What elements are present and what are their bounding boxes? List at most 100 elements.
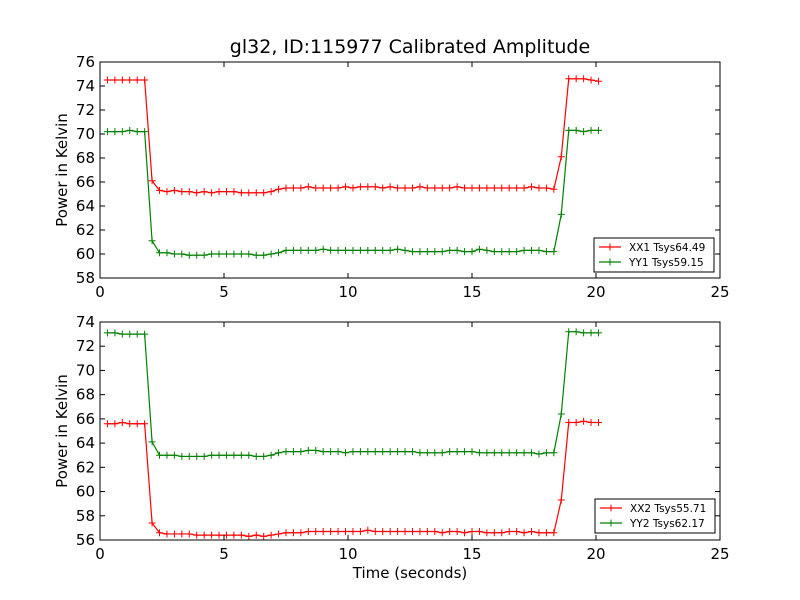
y-tick-label: 56 xyxy=(76,531,95,549)
legend-marker xyxy=(606,243,614,251)
data-point xyxy=(587,419,595,427)
data-point xyxy=(170,451,178,459)
data-point xyxy=(371,448,379,456)
data-point xyxy=(178,250,186,258)
data-point xyxy=(170,250,178,258)
legend-entry: YY1 Tsys59.15 xyxy=(599,257,704,269)
data-point xyxy=(215,451,223,459)
y-tick-label: 62 xyxy=(76,221,95,239)
data-point xyxy=(379,528,387,536)
data-point xyxy=(528,246,536,254)
data-point xyxy=(594,419,602,427)
data-point xyxy=(133,420,141,428)
data-point xyxy=(528,449,536,457)
series-2 xyxy=(103,328,602,460)
data-point xyxy=(505,184,513,192)
data-point xyxy=(334,448,342,456)
data-point xyxy=(446,528,454,536)
data-point xyxy=(364,448,372,456)
data-point xyxy=(513,528,521,536)
data-point xyxy=(111,128,119,136)
data-point xyxy=(349,528,357,536)
data-point xyxy=(356,246,364,254)
series-line xyxy=(107,78,599,194)
data-point xyxy=(297,184,305,192)
data-point xyxy=(371,246,379,254)
series-1 xyxy=(103,75,602,197)
data-point xyxy=(289,448,297,456)
data-point xyxy=(260,452,268,460)
data-point xyxy=(126,420,134,428)
data-point xyxy=(237,250,245,258)
data-point xyxy=(245,189,253,197)
data-point xyxy=(297,246,305,254)
data-point xyxy=(423,528,431,536)
data-point xyxy=(461,184,469,192)
data-point xyxy=(237,451,245,459)
plot-frame xyxy=(99,321,721,541)
data-point xyxy=(185,530,193,538)
data-point xyxy=(356,448,364,456)
data-point xyxy=(245,532,253,540)
data-point xyxy=(394,448,402,456)
data-point xyxy=(594,329,602,337)
data-point xyxy=(416,449,424,457)
data-point xyxy=(126,126,134,134)
data-point xyxy=(371,183,379,191)
x-tick-label: 20 xyxy=(586,283,605,301)
x-tick-label: 25 xyxy=(710,545,729,563)
data-point xyxy=(386,448,394,456)
data-point xyxy=(580,75,588,83)
data-point xyxy=(550,529,558,537)
data-point xyxy=(230,188,238,196)
data-point xyxy=(163,188,171,196)
data-point xyxy=(542,184,550,192)
data-point xyxy=(222,250,230,258)
data-point xyxy=(379,448,387,456)
data-point xyxy=(416,528,424,536)
data-point xyxy=(565,328,573,336)
data-point xyxy=(580,329,588,337)
data-point xyxy=(594,77,602,85)
y-tick-label: 64 xyxy=(76,434,95,452)
data-point xyxy=(215,188,223,196)
x-tick-label: 5 xyxy=(219,545,229,563)
data-point xyxy=(275,449,283,457)
data-point xyxy=(557,410,565,418)
data-point xyxy=(222,451,230,459)
data-point xyxy=(535,184,543,192)
data-point xyxy=(148,519,156,527)
legend-marker xyxy=(606,258,614,266)
data-point xyxy=(208,250,216,258)
data-point xyxy=(118,419,126,427)
data-point xyxy=(483,449,491,457)
data-point xyxy=(446,246,454,254)
data-point xyxy=(133,128,141,136)
data-point xyxy=(156,451,164,459)
data-point xyxy=(222,188,230,196)
data-point xyxy=(245,250,253,258)
data-point xyxy=(319,184,327,192)
data-point xyxy=(483,246,491,254)
data-point xyxy=(438,184,446,192)
data-point xyxy=(364,183,372,191)
data-point xyxy=(252,452,260,460)
data-point xyxy=(103,128,111,136)
data-point xyxy=(535,246,543,254)
data-point xyxy=(133,330,141,338)
data-point xyxy=(118,76,126,84)
data-point xyxy=(312,528,320,536)
legend-label: XX1 Tsys64.49 xyxy=(629,242,705,254)
data-point xyxy=(513,184,521,192)
data-point xyxy=(237,531,245,539)
data-point xyxy=(342,528,350,536)
y-tick-label: 62 xyxy=(76,458,95,476)
data-point xyxy=(245,451,253,459)
legend-label: XX2 Tsys55.71 xyxy=(630,503,706,515)
data-point xyxy=(572,328,580,336)
data-point xyxy=(170,530,178,538)
data-point xyxy=(483,529,491,537)
x-tick-label: 25 xyxy=(710,283,729,301)
data-point xyxy=(133,76,141,84)
data-point xyxy=(535,529,543,537)
